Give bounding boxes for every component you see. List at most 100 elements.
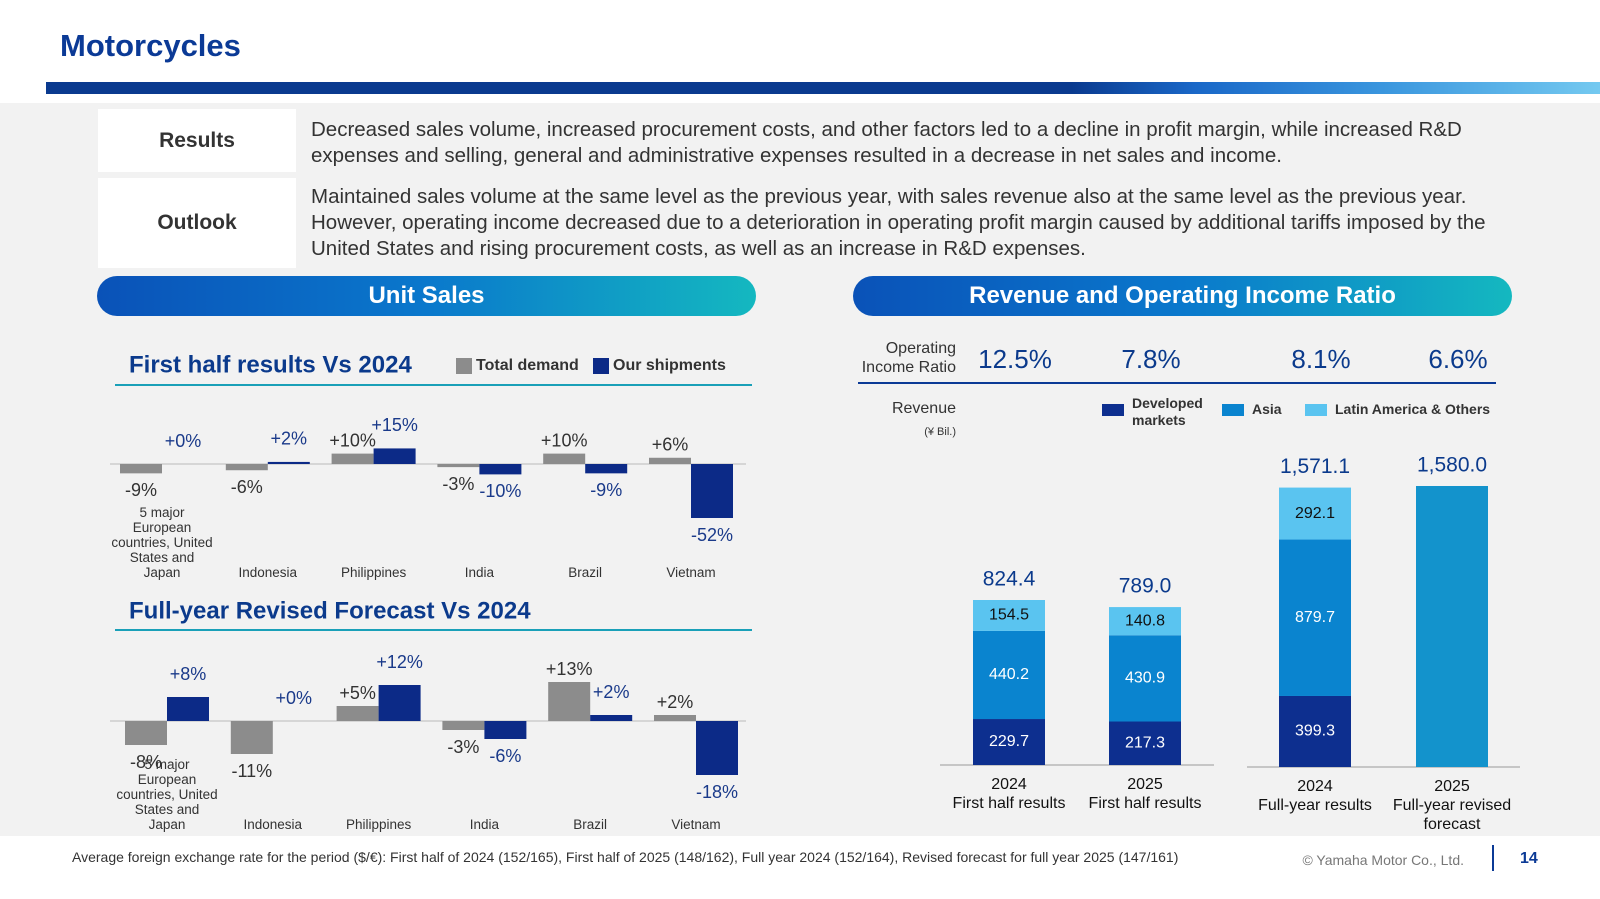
x-tick-label: 2025 Full-year revised forecast (1392, 778, 1512, 833)
bar (696, 721, 738, 775)
value-label: +2% (593, 682, 630, 702)
legend-swatch (1222, 404, 1244, 416)
bar-segment (973, 600, 1045, 631)
value-label: +8% (170, 664, 207, 684)
bar (548, 682, 591, 721)
bar-segment (1109, 607, 1181, 636)
x-tick-label: Brazil (568, 565, 603, 580)
x-tick-label: 2025 First half results (1088, 776, 1202, 812)
footnote: Average foreign exchange rate for the pe… (72, 849, 1179, 865)
panel-title: Unit Sales (97, 276, 756, 316)
legend-label: Total demand (476, 357, 579, 374)
legend-swatch (593, 358, 609, 374)
ratio-value: 8.1% (1291, 344, 1350, 374)
ratio-label: Operating Income Ratio (861, 340, 956, 376)
x-tick-label: 5 major European countries, United State… (111, 505, 213, 580)
value-label: +10% (541, 430, 588, 450)
bar (479, 464, 522, 475)
bar (1416, 486, 1488, 767)
separator (1492, 845, 1494, 871)
segment-label: 154.5 (989, 607, 1029, 624)
x-tick-label: Philippines (345, 817, 412, 832)
legend-label: Asia (1252, 401, 1282, 417)
x-tick-label: Vietnam (671, 817, 721, 832)
segment-label: 292.1 (1295, 505, 1335, 522)
bar (437, 464, 480, 468)
row-label: Results (98, 109, 296, 172)
value-label: -18% (696, 782, 738, 802)
segment-label: 430.9 (1125, 670, 1165, 687)
value-label: +12% (376, 652, 423, 672)
bar (267, 461, 310, 464)
legend-swatch (456, 358, 472, 374)
x-tick-label: 2024 Full-year results (1258, 778, 1372, 814)
header-bar (46, 82, 1600, 94)
x-tick-label: 2024 First half results (952, 776, 1066, 812)
x-tick-label: Indonesia (238, 565, 298, 580)
bar (373, 448, 416, 464)
bar (442, 721, 485, 730)
bar (167, 697, 209, 721)
legend-label: Developed markets (1132, 395, 1203, 428)
page-title: Motorcycles (60, 28, 241, 63)
bar-segment (1279, 487, 1351, 540)
value-label: -6% (231, 477, 263, 497)
chart-title: Full-year Revised Forecast Vs 2024 (129, 597, 531, 624)
bar-segment (1279, 695, 1351, 767)
segment-label: 217.3 (1125, 734, 1165, 751)
value-label: +2% (657, 692, 694, 712)
value-label: +6% (652, 435, 689, 455)
segment-label: 879.7 (1295, 609, 1335, 626)
value-label: +0% (276, 688, 313, 708)
bar-segment (973, 630, 1045, 720)
x-tick-label: 5 major European countries, United State… (116, 757, 218, 832)
x-tick-label: Indonesia (243, 817, 303, 832)
value-label: +2% (271, 429, 308, 449)
bar-segment (1109, 635, 1181, 722)
segment-label: 229.7 (989, 733, 1029, 750)
bar (120, 464, 162, 474)
bar (336, 706, 379, 721)
bar (649, 457, 691, 464)
total-label: 1,580.0 (1417, 454, 1487, 477)
value-label: +10% (329, 430, 376, 450)
bar (585, 464, 628, 474)
row-text: Maintained sales volume at the same leve… (311, 185, 1486, 260)
bar (484, 721, 527, 739)
bar-segment (973, 719, 1045, 765)
copyright: © Yamaha Motor Co., Ltd. (1302, 852, 1464, 868)
bar (691, 464, 733, 518)
bar (230, 721, 273, 754)
legend-swatch (1102, 404, 1124, 416)
bar (125, 721, 167, 745)
legend-label: Our shipments (613, 357, 726, 374)
bar (590, 715, 633, 721)
value-label: +5% (339, 683, 376, 703)
value-label: +0% (165, 431, 202, 451)
ratio-value: 7.8% (1121, 344, 1180, 374)
value-label: -3% (447, 737, 479, 757)
value-label: -9% (125, 480, 157, 500)
x-tick-label: India (464, 565, 495, 580)
legend-swatch (1305, 404, 1327, 416)
value-label: -11% (231, 761, 272, 781)
ratio-value: 12.5% (978, 344, 1052, 374)
segment-label: 440.2 (989, 666, 1029, 683)
x-tick-label: Vietnam (666, 565, 716, 580)
value-label: +13% (546, 659, 593, 679)
value-label: -10% (479, 481, 521, 501)
chart-title: First half results Vs 2024 (129, 351, 412, 378)
total-label: 789.0 (1119, 575, 1172, 598)
value-label: +15% (371, 415, 418, 435)
ratio-value: 6.6% (1428, 344, 1487, 374)
segment-label: 140.8 (1125, 612, 1165, 629)
x-tick-label: Philippines (340, 565, 407, 580)
bar (331, 453, 374, 464)
legend-label: Latin America & Others (1335, 401, 1491, 417)
row-text: Decreased sales volume, increased procur… (311, 118, 1462, 167)
value-label: -6% (489, 746, 521, 766)
bar (225, 464, 268, 471)
unit-label: (¥ Bil.) (924, 426, 956, 438)
page-number: 14 (1520, 850, 1538, 867)
